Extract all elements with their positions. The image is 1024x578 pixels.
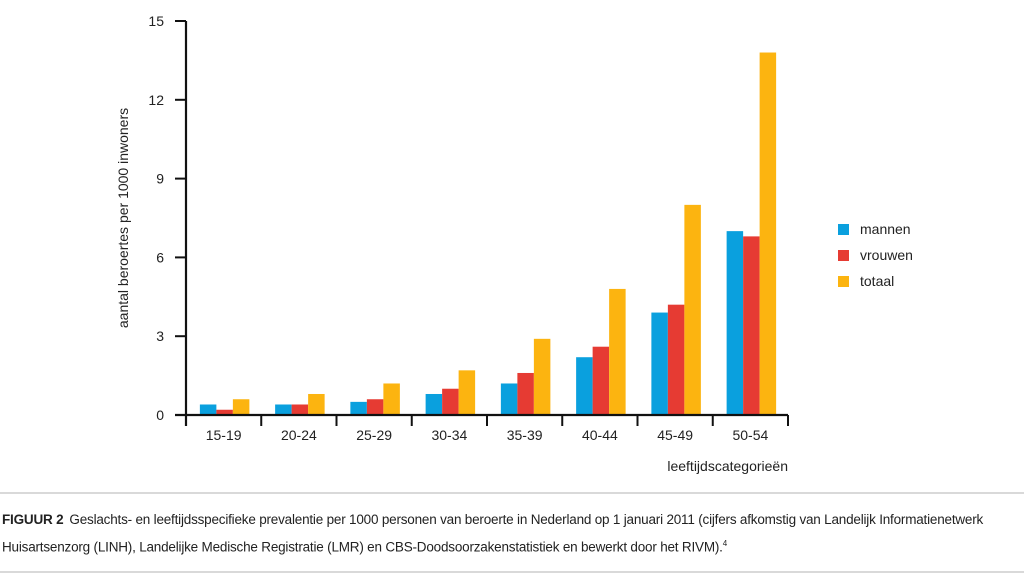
bar-totaal-30-34: [458, 370, 476, 415]
y-axis-title: aantal beroertes per 1000 inwoners: [115, 108, 131, 328]
bar-vrouwen-15-19: [216, 409, 233, 415]
x-tick-label-30-34: 30-34: [431, 427, 467, 443]
legend: mannen vrouwen totaal: [838, 221, 913, 289]
bar-totaal-40-44: [609, 288, 626, 415]
bar-chart: 0 3 6 9 12 15 15-19 20-24 25-29 30-34 35-39 40-44 45…: [115, 13, 913, 474]
bar-mannen-15-19: [199, 404, 217, 415]
y-tick-label-15: 15: [148, 13, 164, 29]
bar-vrouwen-45-49: [667, 304, 685, 415]
x-tick-label-20-24: 20-24: [281, 427, 317, 443]
legend-label-vrouwen: vrouwen: [860, 247, 913, 263]
legend-label-mannen: mannen: [860, 221, 911, 237]
bar-vrouwen-50-54: [743, 236, 760, 415]
legend-swatch-totaal: [838, 276, 849, 287]
y-tick-label-12: 12: [148, 92, 164, 108]
axes-layer: 0 3 6 9 12 15 15-19 20-24 25-29 30-34 35-39 40-44 45…: [148, 13, 789, 443]
bar-vrouwen-40-44: [592, 346, 610, 415]
caption-bottom-rule: [0, 571, 1024, 573]
legend-label-totaal: totaal: [860, 273, 894, 289]
y-tick-label-9: 9: [156, 171, 164, 187]
bar-mannen-45-49: [651, 312, 668, 415]
x-axis-title: leeftijdscategorieën: [667, 458, 788, 474]
bar-vrouwen-20-24: [291, 404, 309, 415]
bar-mannen-25-29: [350, 401, 367, 415]
x-tick-label-25-29: 25-29: [356, 427, 392, 443]
bar-mannen-50-54: [726, 231, 744, 415]
legend-swatch-vrouwen: [838, 250, 849, 261]
y-tick-label-0: 0: [156, 407, 164, 423]
figure-label: FIGUUR 2: [2, 512, 64, 527]
y-tick-label-6: 6: [156, 249, 164, 265]
caption-text: Geslachts- en leeftijdsspecifieke preval…: [2, 512, 984, 555]
bar-totaal-35-39: [533, 338, 551, 415]
bar-totaal-45-49: [684, 204, 701, 415]
y-tick-label-3: 3: [156, 328, 164, 344]
bar-totaal-15-19: [232, 399, 250, 415]
legend-swatch-mannen: [838, 224, 849, 235]
x-tick-label-35-39: 35-39: [507, 427, 543, 443]
figure-caption: FIGUUR 2 Geslachts- en leeftijdsspecifiek…: [2, 508, 1012, 560]
x-tick-label-50-54: 50-54: [732, 427, 768, 443]
bar-mannen-35-39: [500, 383, 518, 415]
caption-top-rule: [0, 492, 1024, 494]
bar-mannen-40-44: [576, 357, 593, 415]
x-tick-label-15-19: 15-19: [206, 427, 242, 443]
bars-layer: [199, 52, 777, 416]
bar-mannen-20-24: [275, 404, 292, 415]
footnote-reference: 4: [722, 539, 727, 548]
x-tick-label-45-49: 45-49: [657, 427, 693, 443]
bar-vrouwen-35-39: [517, 372, 534, 415]
bar-totaal-50-54: [759, 52, 777, 416]
bar-vrouwen-25-29: [366, 399, 384, 415]
x-tick-label-40-44: 40-44: [582, 427, 618, 443]
bar-totaal-25-29: [383, 383, 400, 415]
bar-mannen-30-34: [425, 393, 443, 415]
bar-vrouwen-30-34: [442, 388, 459, 415]
bar-totaal-20-24: [308, 393, 325, 415]
